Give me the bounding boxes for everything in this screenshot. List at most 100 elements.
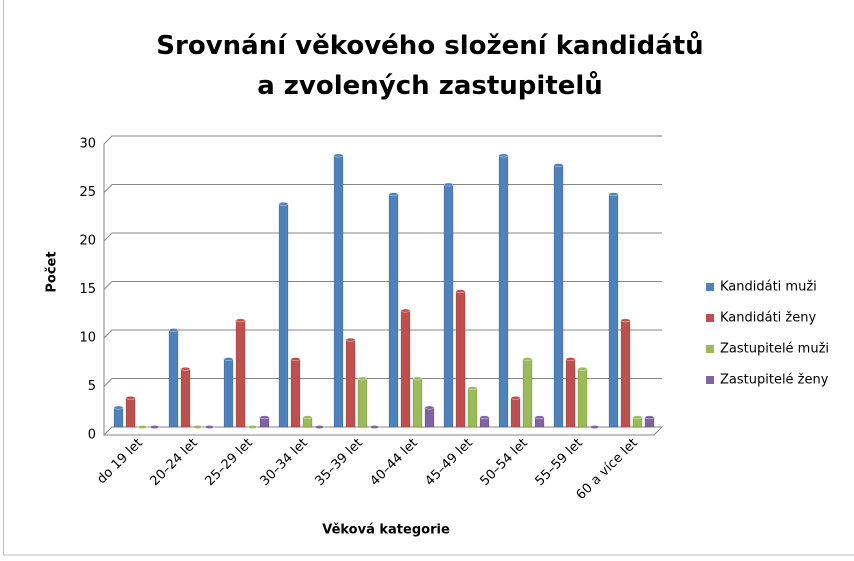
bar-cap — [498, 153, 509, 158]
legend-swatch — [706, 345, 714, 353]
bar — [534, 415, 545, 428]
bar-body — [168, 329, 179, 428]
bar-body — [357, 378, 368, 428]
bar-body — [345, 339, 356, 428]
bar-body — [113, 407, 124, 428]
bar-body — [333, 155, 344, 428]
bar-cap — [565, 357, 576, 362]
bar — [113, 405, 124, 428]
bar-body — [565, 358, 576, 428]
bar-cap — [620, 318, 631, 323]
bar — [589, 425, 600, 429]
bar — [259, 415, 270, 428]
bar — [479, 415, 490, 428]
bar — [565, 357, 576, 428]
bar — [608, 192, 619, 428]
bar-cap — [149, 425, 160, 429]
bar — [400, 308, 411, 428]
bar-cap — [247, 425, 258, 429]
bar-cap — [168, 328, 179, 332]
bar-cap — [125, 395, 136, 400]
x-tick-label: 50–54 let — [477, 436, 530, 489]
bar-cap — [223, 357, 234, 362]
bar — [235, 318, 246, 428]
bar-body — [400, 310, 411, 428]
bar — [644, 415, 655, 428]
bar — [632, 415, 643, 428]
bar-body — [553, 164, 564, 428]
bar — [455, 289, 466, 428]
x-tick-label: 45–49 let — [422, 436, 475, 489]
bar-cap — [137, 425, 148, 429]
bar-cap — [455, 289, 466, 294]
bar — [498, 153, 509, 428]
bar-cap — [235, 318, 246, 323]
grid-line — [103, 135, 662, 145]
y-tick-label: 25 — [79, 185, 96, 200]
y-tick-label: 0 — [88, 428, 96, 443]
bar-cap — [180, 366, 191, 371]
bar-cap — [204, 425, 215, 429]
legend-swatch — [706, 376, 714, 384]
x-axis-title: Věková kategorie — [322, 523, 450, 538]
bar-body — [180, 368, 191, 428]
bar-body — [412, 378, 423, 428]
bar-body — [278, 203, 289, 428]
bar-body — [510, 397, 521, 428]
bar — [302, 415, 313, 428]
x-tick-label: 55–59 let — [532, 436, 585, 489]
x-tick-label: 20–24 let — [147, 436, 200, 489]
legend-label: Kandidáti muži — [720, 280, 817, 295]
y-tick-label: 15 — [79, 282, 96, 297]
bar-cap — [345, 337, 356, 342]
bar — [314, 425, 325, 429]
bar-body — [620, 319, 631, 428]
bar-cap — [467, 386, 478, 391]
grid-line — [103, 378, 662, 387]
bar-body — [608, 193, 619, 428]
bar — [168, 328, 179, 428]
bar — [357, 376, 368, 428]
chart-border — [3, 0, 854, 556]
bar — [278, 201, 289, 428]
grid-line — [103, 426, 662, 436]
grid-line — [103, 329, 662, 339]
bar-cap — [302, 415, 313, 420]
bar-cap — [278, 201, 289, 206]
bar-body — [455, 290, 466, 428]
bar-cap — [388, 192, 399, 197]
y-tick-label: 5 — [88, 379, 96, 394]
x-tick-label: 25–29 let — [202, 436, 255, 489]
bar — [125, 395, 136, 428]
bar — [137, 425, 148, 429]
bar — [620, 318, 631, 428]
bar-cap — [479, 415, 490, 420]
bar — [467, 386, 478, 428]
y-tick-label: 30 — [79, 137, 96, 152]
y-tick-label: 10 — [79, 331, 96, 346]
bar-cap — [632, 415, 643, 420]
grid-line — [103, 232, 662, 242]
bar — [388, 192, 399, 428]
chart-title: Srovnání věkového složení kandidátů a zv… — [156, 31, 704, 101]
bar-cap — [608, 192, 619, 197]
bar-body — [223, 358, 234, 428]
x-tick-label: 40–44 let — [367, 436, 420, 489]
bar-body — [498, 155, 509, 428]
bar-cap — [589, 425, 600, 429]
bar — [290, 357, 301, 428]
y-tick-label: 20 — [79, 234, 96, 249]
bar — [192, 425, 203, 429]
bar-cap — [314, 425, 325, 429]
bar-body — [577, 368, 588, 428]
bar-body — [467, 387, 478, 428]
bar-cap — [412, 376, 423, 381]
bar-cap — [333, 153, 344, 158]
bar — [443, 182, 454, 428]
bar-body — [443, 184, 454, 428]
bar-cap — [553, 163, 564, 168]
bar-cap — [577, 366, 588, 371]
bar-cap — [443, 182, 454, 187]
bar-body — [522, 358, 533, 428]
